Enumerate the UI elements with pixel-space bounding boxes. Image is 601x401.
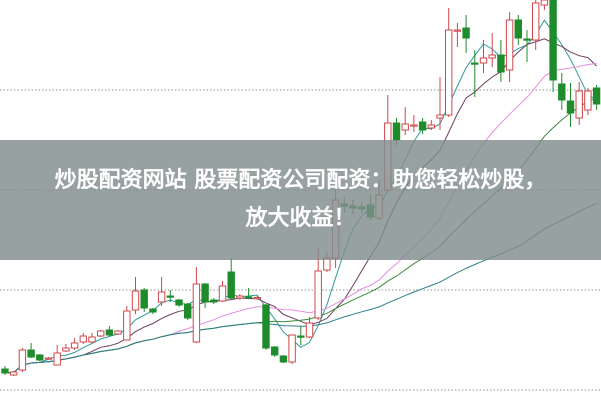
candle-up [479,57,488,64]
candle-up [584,90,592,111]
candle-up [288,334,296,363]
candle-down [149,308,157,313]
candle-up [10,371,18,376]
candle-up [131,290,140,311]
ma10-line [4,38,597,374]
banner-line-1: 炒股配资网站 股票配资公司配资：助您轻松炒股， [54,168,547,193]
candle-up [44,357,53,360]
candle-down [279,355,288,363]
candle-down [523,38,531,41]
candle-down [418,121,427,131]
candle-down [592,87,601,105]
candle-down [175,299,183,306]
candle-up [53,352,61,366]
candle-up [427,124,436,129]
candle-down [262,304,270,349]
candle-up [114,330,122,335]
candle-down [497,54,505,73]
candle-down [558,83,566,101]
candle-down [140,289,148,309]
candle-up [445,29,453,116]
candle-up [305,322,314,338]
candle-up [88,336,96,343]
candle-down [36,354,44,361]
candle-down [166,295,175,298]
candle-up [218,285,227,302]
candle-down [27,349,35,358]
overlay-banner: 炒股配资网站 股票配资公司配资：助您轻松炒股， 放大收益！ [0,140,601,260]
candle-up [192,283,201,343]
candle-up [253,297,262,300]
candle-up [505,19,514,71]
candle-up [453,29,462,32]
candle-up [436,114,444,119]
candle-up [401,123,409,131]
candle-down [462,27,470,39]
candle-up [97,330,105,337]
candle-down [184,303,192,319]
candle-up [540,0,549,6]
candle-up [18,349,27,371]
candle-down [244,296,253,299]
candle-up [70,342,79,349]
candle-down [201,283,209,303]
candle-up [575,90,583,119]
candle-up [314,270,322,319]
candle-down [105,329,114,336]
candle-down [514,19,522,39]
candle-up [488,54,496,59]
candle-down [210,299,218,303]
candle-up [79,335,87,343]
candle-up [123,310,131,341]
candle-down [566,100,575,114]
candle-down [549,0,557,81]
candle-up [236,295,244,299]
candle-up [532,2,540,41]
candle-down [297,335,305,338]
candle-down [271,346,279,356]
candle-up [157,291,166,303]
candle-down [392,122,401,141]
candle-down [471,62,479,65]
candle-down [1,368,9,374]
candle-down [227,271,235,299]
banner-line-2: 放大收益！ [245,206,356,231]
candle-up [62,347,70,352]
candle-up [410,124,418,127]
